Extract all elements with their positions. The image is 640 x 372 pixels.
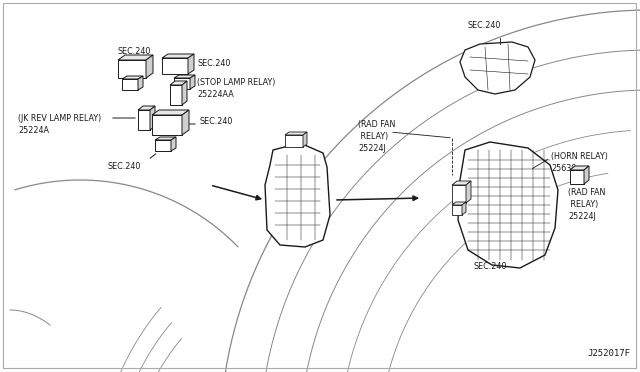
- Polygon shape: [152, 110, 189, 115]
- Polygon shape: [285, 135, 303, 147]
- Polygon shape: [570, 166, 589, 170]
- Text: (JK REV LAMP RELAY)
25224A: (JK REV LAMP RELAY) 25224A: [18, 114, 101, 135]
- Polygon shape: [190, 75, 195, 89]
- Polygon shape: [118, 55, 153, 60]
- Polygon shape: [303, 132, 307, 147]
- Polygon shape: [452, 202, 466, 205]
- Polygon shape: [452, 181, 471, 185]
- Polygon shape: [138, 110, 150, 130]
- Polygon shape: [570, 170, 584, 184]
- Text: SEC.240: SEC.240: [197, 60, 230, 68]
- Polygon shape: [118, 60, 146, 78]
- Polygon shape: [174, 78, 190, 89]
- Polygon shape: [162, 58, 188, 74]
- Polygon shape: [265, 143, 330, 247]
- Polygon shape: [170, 81, 187, 85]
- Text: SEC.240: SEC.240: [199, 118, 232, 126]
- Polygon shape: [150, 106, 155, 130]
- Polygon shape: [182, 110, 189, 135]
- Polygon shape: [152, 115, 182, 135]
- Polygon shape: [170, 85, 182, 105]
- Text: SEC.240: SEC.240: [468, 21, 501, 30]
- Polygon shape: [458, 142, 558, 268]
- Polygon shape: [122, 76, 143, 79]
- Text: SEC.240: SEC.240: [474, 262, 508, 271]
- Polygon shape: [162, 54, 194, 58]
- Text: J252017F: J252017F: [587, 349, 630, 358]
- Text: SEC.240: SEC.240: [118, 47, 152, 56]
- Text: (STOP LAMP RELAY)
25224AA: (STOP LAMP RELAY) 25224AA: [197, 78, 275, 99]
- Polygon shape: [138, 106, 155, 110]
- Polygon shape: [466, 181, 471, 203]
- Polygon shape: [174, 75, 195, 78]
- Polygon shape: [122, 79, 138, 90]
- Polygon shape: [452, 185, 466, 203]
- Polygon shape: [584, 166, 589, 184]
- Polygon shape: [188, 54, 194, 74]
- Text: (HORN RELAY)
25630: (HORN RELAY) 25630: [551, 152, 608, 173]
- Polygon shape: [138, 76, 143, 90]
- Text: SEC.240: SEC.240: [108, 162, 141, 171]
- Polygon shape: [182, 81, 187, 105]
- Polygon shape: [146, 55, 153, 78]
- Polygon shape: [460, 42, 535, 94]
- Polygon shape: [285, 132, 307, 135]
- Text: (RAD FAN
 RELAY)
25224J: (RAD FAN RELAY) 25224J: [358, 120, 396, 153]
- Text: (RAD FAN
 RELAY)
25224J: (RAD FAN RELAY) 25224J: [568, 188, 605, 221]
- Polygon shape: [171, 137, 176, 151]
- Polygon shape: [462, 202, 466, 215]
- Polygon shape: [155, 137, 176, 140]
- Polygon shape: [155, 140, 171, 151]
- Polygon shape: [452, 205, 462, 215]
